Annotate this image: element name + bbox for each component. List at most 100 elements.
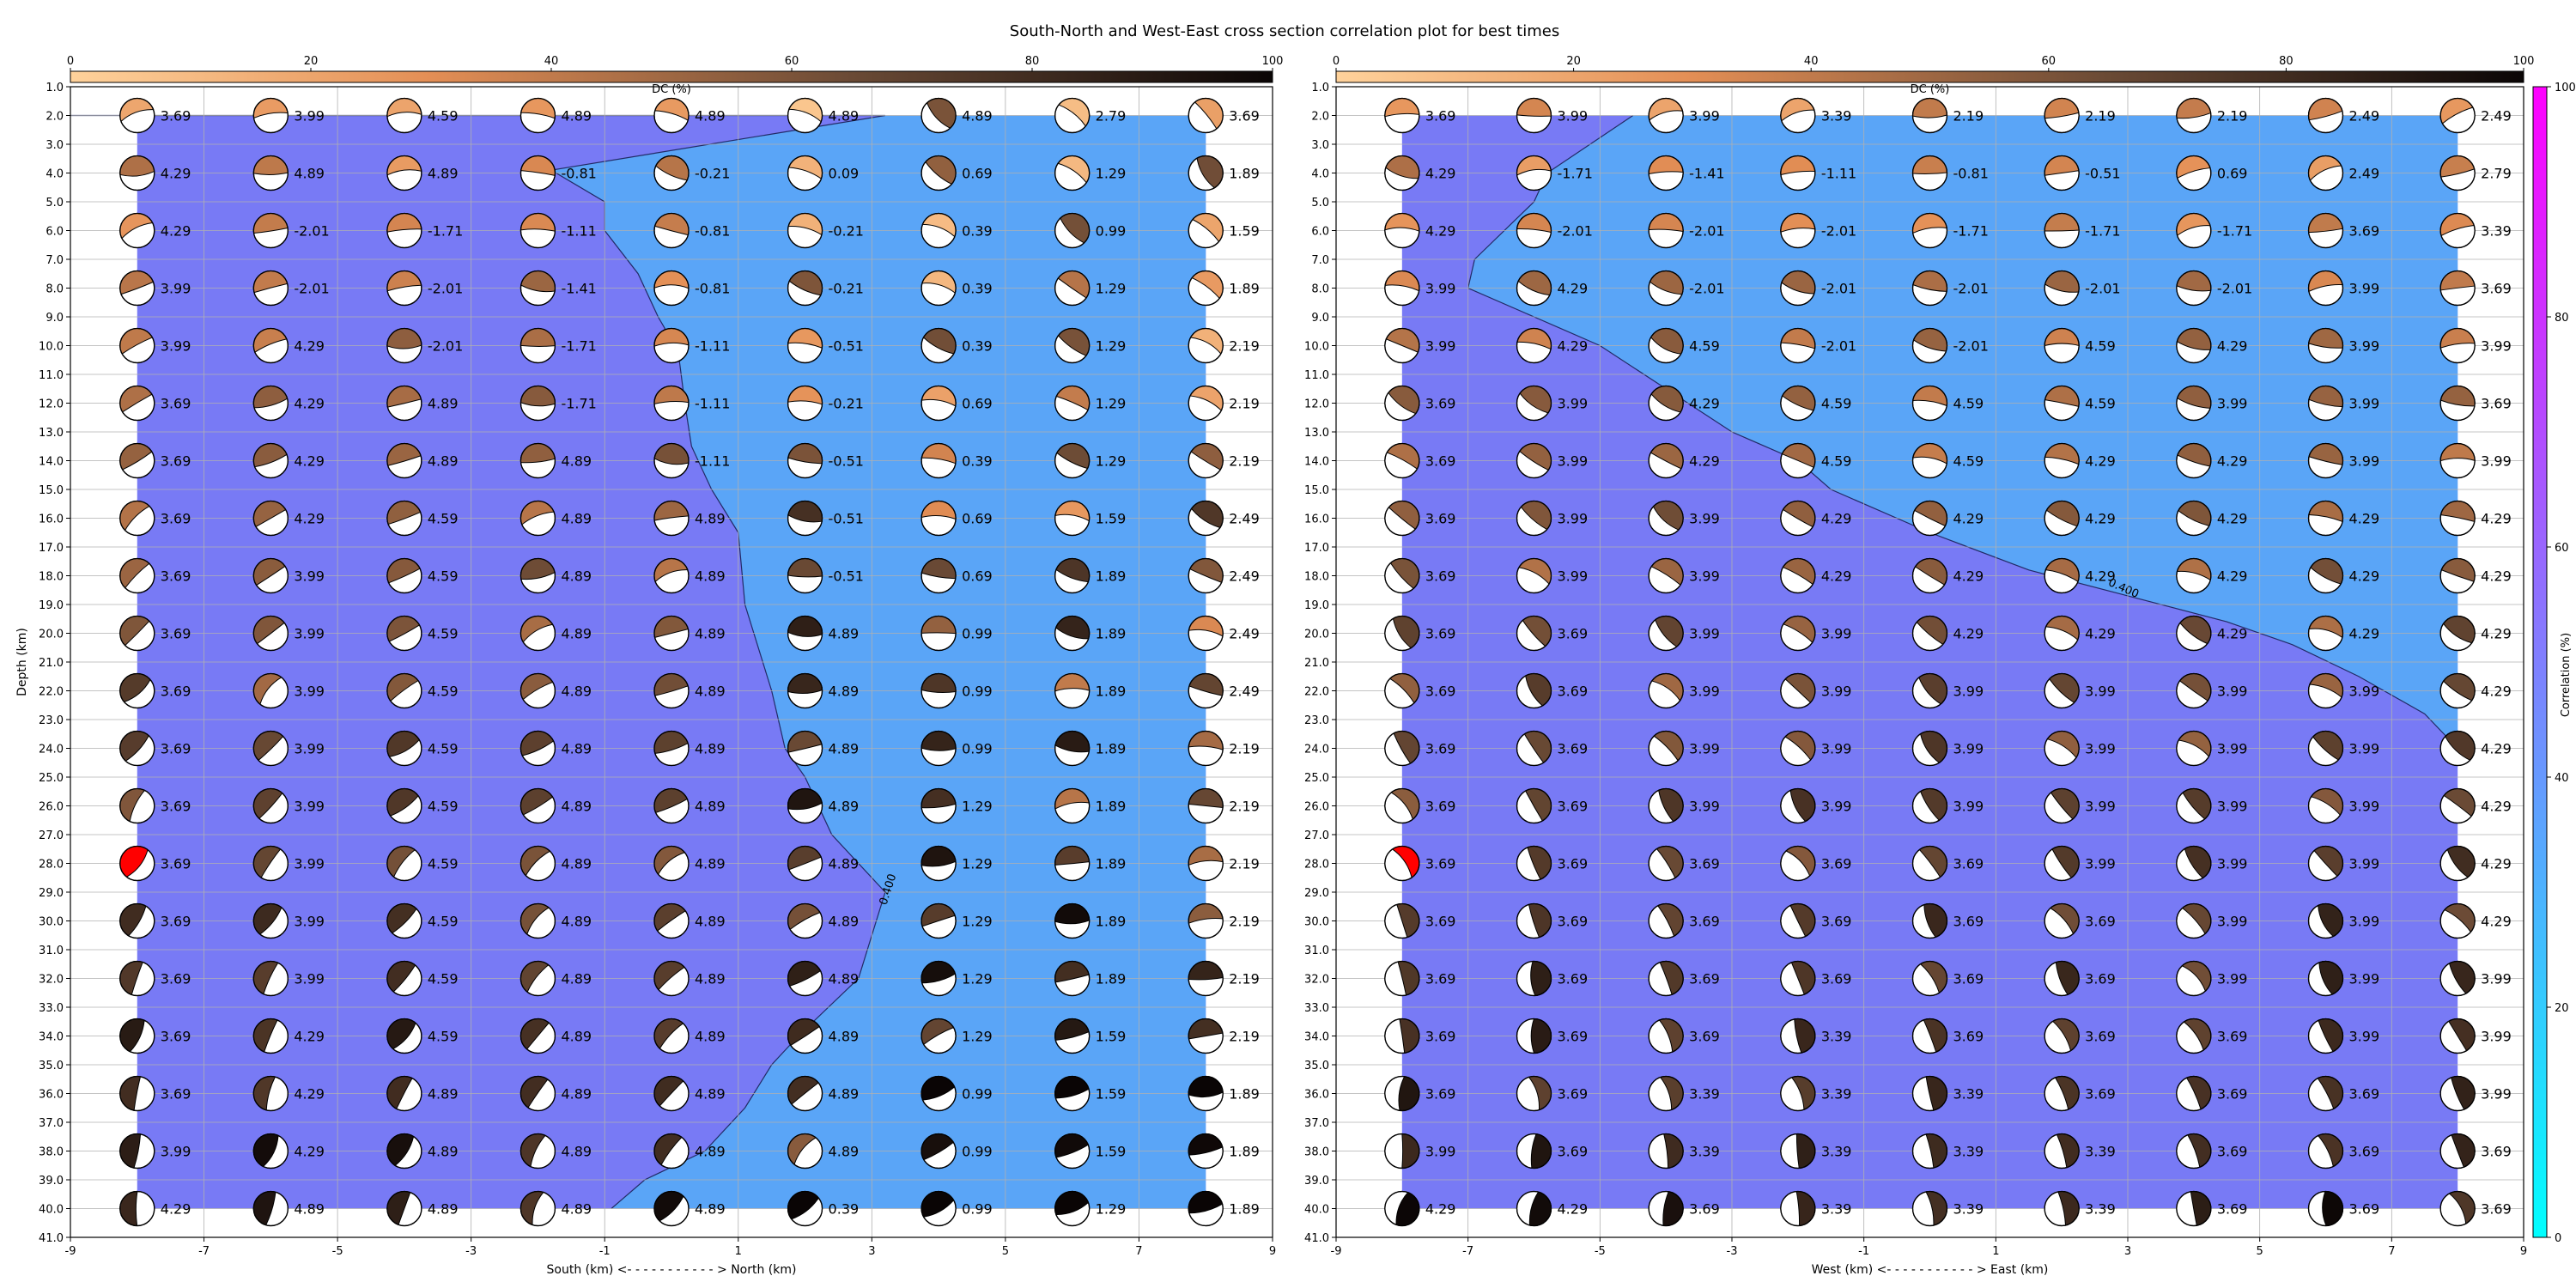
beachball-value-label: 4.29: [2349, 568, 2380, 585]
beachball-rim: [1384, 212, 1420, 249]
beachball-value-label: 3.99: [2481, 453, 2512, 470]
beachball-marker: [252, 615, 289, 652]
beachball-marker: [2307, 557, 2344, 594]
beachball-rim: [1188, 97, 1224, 134]
beachball-marker: [653, 1133, 690, 1170]
beachball-value-label: -0.21: [829, 223, 864, 240]
beachball-marker: [386, 212, 422, 249]
beachball-value-label: 4.89: [695, 1201, 726, 1218]
beachball-value-label: 3.99: [1953, 683, 1984, 700]
beachball-value-label: 4.89: [695, 856, 726, 872]
beachball-value-label: 4.29: [2481, 741, 2512, 757]
beachball-rim: [787, 97, 823, 134]
beachball-rim: [1648, 270, 1684, 307]
y-tick-label: 40.0: [39, 1204, 64, 1217]
beachball-marker: [1780, 1190, 1816, 1227]
beachball-marker: [2307, 442, 2344, 479]
beachball-marker: [252, 1075, 289, 1112]
y-tick-label: 26.0: [39, 801, 64, 814]
y-tick-label: 18.0: [1304, 571, 1329, 584]
beachball-marker: [1054, 730, 1091, 767]
beachball-value-label: 3.69: [1821, 971, 1852, 987]
beachball-marker: [2439, 1075, 2476, 1112]
beachball-marker: [1648, 442, 1684, 479]
beachball-value-label: 3.99: [294, 108, 325, 125]
beachball-rim: [119, 442, 155, 479]
y-tick-label: 9.0: [1311, 312, 1329, 325]
beachball-value-label: 4.89: [561, 1144, 592, 1160]
y-tick-label: 23.0: [1304, 714, 1329, 727]
beachball-value-label: 1.89: [1096, 799, 1127, 815]
beachball-rim: [519, 1075, 556, 1112]
beachball-marker: [252, 385, 289, 422]
beachball-marker: [119, 730, 155, 767]
beachball-marker: [2044, 385, 2080, 422]
beachball-value-label: 1.89: [1096, 568, 1127, 585]
beachball-marker: [252, 155, 289, 191]
beachball-marker: [653, 902, 690, 939]
beachball-value-label: 4.29: [1558, 338, 1589, 355]
beachball-rim: [1054, 1190, 1091, 1227]
beachball-marker: [2439, 960, 2476, 997]
x-tick-label: 5: [2257, 1245, 2263, 1258]
beachball-rim: [2307, 845, 2344, 882]
beachball-marker: [1780, 500, 1816, 537]
beachball-marker: [787, 97, 823, 134]
beachball-marker: [2439, 672, 2476, 709]
x-tick-label: -7: [1462, 1245, 1473, 1258]
beachball-marker: [252, 442, 289, 479]
beachball-value-label: 1.29: [1096, 281, 1127, 297]
beachball-value-label: 4.89: [829, 1086, 860, 1103]
beachball-value-label: 3.39: [1953, 1144, 1984, 1160]
beachball-rim: [2176, 97, 2212, 134]
beachball-value-label: -0.81: [561, 166, 596, 182]
beachball-value-label: -1.71: [2217, 223, 2252, 240]
beachball-value-label: 4.89: [561, 108, 592, 125]
beachball-value-label: 3.69: [2217, 1029, 2248, 1045]
beachball-marker: [519, 442, 556, 479]
beachball-marker: [119, 960, 155, 997]
beachball-marker: [2439, 500, 2476, 537]
beachball-value-label: 0.99: [962, 1201, 993, 1218]
beachball-marker: [1188, 327, 1224, 364]
beachball-value-label: 4.89: [561, 856, 592, 872]
beachball-marker: [386, 385, 422, 422]
beachball-value-label: 3.99: [2217, 741, 2248, 757]
beachball-value-label: 4.29: [1558, 281, 1589, 297]
beachball-rim: [920, 500, 957, 537]
beachball-rim: [252, 615, 289, 652]
beachball-rim: [1516, 960, 1552, 997]
dc-tick-label: 100: [1262, 55, 1284, 68]
beachball-marker: [1911, 960, 1948, 997]
beachball-value-label: 4.89: [561, 971, 592, 987]
beachball-value-label: -1.11: [695, 338, 730, 355]
beachball-marker: [1911, 385, 1948, 422]
beachball-value-label: 3.99: [1689, 683, 1720, 700]
beachball-rim: [2307, 960, 2344, 997]
beachball-value-label: 4.29: [1821, 568, 1852, 585]
beachball-rim: [1054, 557, 1091, 594]
beachball-marker: [1780, 442, 1816, 479]
beachball-marker: [1648, 270, 1684, 307]
y-tick-label: 39.0: [39, 1175, 64, 1188]
beachball-rim: [920, 385, 957, 422]
beachball-marker: [519, 270, 556, 307]
beachball-marker: [1384, 327, 1420, 364]
beachball-rim: [2307, 270, 2344, 307]
beachball-rim: [920, 787, 957, 824]
beachball-marker: [119, 155, 155, 191]
beachball-rim: [2044, 845, 2080, 882]
beachball-value-label: 3.99: [2085, 799, 2116, 815]
beachball-marker: [920, 327, 957, 364]
beachball-marker: [2307, 97, 2344, 134]
beachball-marker: [119, 1190, 155, 1227]
beachball-rim: [519, 385, 556, 422]
beachball-rim: [119, 787, 155, 824]
beachball-marker: [1516, 442, 1552, 479]
beachball-marker: [252, 500, 289, 537]
beachball-value-label: 4.29: [161, 166, 191, 182]
beachball-marker: [386, 97, 422, 134]
beachball-marker: [519, 97, 556, 134]
beachball-marker: [1384, 270, 1420, 307]
x-tick-label: -5: [332, 1245, 343, 1258]
